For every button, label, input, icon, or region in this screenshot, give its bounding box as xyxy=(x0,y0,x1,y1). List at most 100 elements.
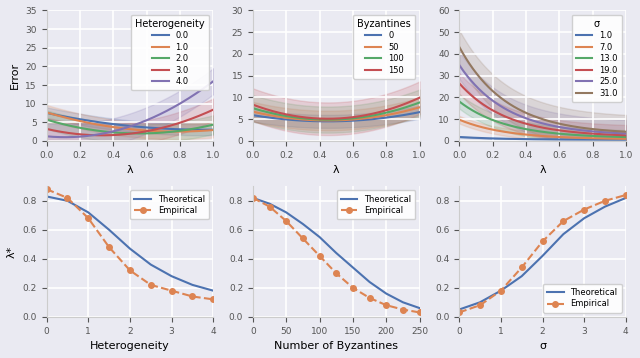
3.0 xyxy=(44,127,51,131)
0.0 xyxy=(141,125,149,130)
Line: 0.0: 0.0 xyxy=(47,113,213,130)
7.0 xyxy=(456,118,463,122)
Theoretical xyxy=(209,289,217,293)
Empirical xyxy=(416,310,424,315)
Theoretical xyxy=(266,202,273,206)
1.0 xyxy=(209,128,217,132)
Theoretical xyxy=(147,262,155,267)
Theoretical xyxy=(455,308,463,312)
Line: 100: 100 xyxy=(253,102,420,120)
50 xyxy=(351,117,359,121)
0 xyxy=(351,118,359,123)
31.0 xyxy=(554,121,562,126)
2.0 xyxy=(145,131,153,135)
Theoretical xyxy=(249,196,257,200)
Empirical xyxy=(580,207,588,212)
4.0 xyxy=(61,135,69,139)
31.0 xyxy=(557,122,565,126)
100 xyxy=(249,106,257,110)
Legend: 1.0, 7.0, 13.0, 19.0, 25.0, 31.0: 1.0, 7.0, 13.0, 19.0, 25.0, 31.0 xyxy=(572,15,621,102)
Theoretical xyxy=(105,228,113,232)
Line: 1.0: 1.0 xyxy=(459,137,626,140)
Line: 4.0: 4.0 xyxy=(47,81,213,137)
13.0 xyxy=(455,99,463,103)
Empirical xyxy=(497,289,505,293)
Empirical xyxy=(316,254,323,258)
X-axis label: σ: σ xyxy=(539,341,546,351)
Empirical xyxy=(539,239,547,243)
Line: Theoretical: Theoretical xyxy=(459,198,626,310)
Y-axis label: λ*: λ* xyxy=(7,246,17,258)
0.0 xyxy=(44,111,51,115)
19.0 xyxy=(456,82,463,86)
Theoretical xyxy=(518,274,525,278)
Line: 7.0: 7.0 xyxy=(459,120,626,139)
1.0 xyxy=(557,137,565,142)
Y-axis label: Error: Error xyxy=(10,62,20,89)
31.0 xyxy=(607,129,614,133)
50 xyxy=(348,117,356,122)
7.0 xyxy=(554,135,562,139)
Empirical xyxy=(559,219,567,223)
19.0 xyxy=(596,132,604,136)
100 xyxy=(324,117,332,122)
Line: 19.0: 19.0 xyxy=(459,83,626,135)
1.0 xyxy=(195,129,202,133)
1.0 xyxy=(456,135,463,139)
3.0 xyxy=(145,129,153,133)
4.0 xyxy=(184,97,191,101)
Legend: Theoretical, Empirical: Theoretical, Empirical xyxy=(337,190,415,219)
Theoretical xyxy=(282,210,290,214)
100 xyxy=(401,106,408,110)
Theoretical xyxy=(316,235,323,239)
Legend: 0, 50, 100, 150: 0, 50, 100, 150 xyxy=(353,15,415,79)
Line: 25.0: 25.0 xyxy=(459,65,626,134)
150 xyxy=(249,102,257,107)
2.0 xyxy=(44,118,51,122)
Line: 150: 150 xyxy=(253,98,420,119)
50 xyxy=(250,110,257,114)
25.0 xyxy=(607,131,614,135)
0 xyxy=(348,118,356,123)
Theoretical xyxy=(365,280,373,284)
13.0 xyxy=(456,100,463,104)
0.0 xyxy=(194,127,202,132)
0.0 xyxy=(43,111,51,115)
X-axis label: Number of Byzantines: Number of Byzantines xyxy=(274,341,398,351)
Empirical xyxy=(249,196,257,200)
Empirical xyxy=(299,236,307,241)
1.0 xyxy=(555,137,563,142)
2.0 xyxy=(195,126,202,130)
0 xyxy=(349,118,356,123)
Line: Empirical: Empirical xyxy=(250,195,422,315)
Empirical xyxy=(147,283,155,287)
Empirical xyxy=(332,271,340,275)
1.0 xyxy=(596,137,604,142)
50 xyxy=(390,111,398,116)
Theoretical xyxy=(349,265,356,270)
Empirical xyxy=(84,216,92,220)
Empirical xyxy=(282,219,290,223)
Line: 1.0: 1.0 xyxy=(47,112,213,132)
3.0 xyxy=(195,114,202,118)
Legend: Theoretical, Empirical: Theoretical, Empirical xyxy=(131,190,209,219)
0.0 xyxy=(183,127,191,132)
13.0 xyxy=(557,132,565,136)
25.0 xyxy=(555,125,563,129)
Empirical xyxy=(43,187,51,192)
25.0 xyxy=(557,125,565,130)
Theoretical xyxy=(580,216,588,220)
2.0 xyxy=(184,127,191,132)
7.0 xyxy=(455,117,463,122)
Empirical xyxy=(126,268,134,272)
0.0 xyxy=(201,127,209,132)
X-axis label: λ: λ xyxy=(540,165,546,175)
13.0 xyxy=(555,131,563,136)
Line: Empirical: Empirical xyxy=(456,192,628,315)
0.0 xyxy=(142,125,150,130)
1.0 xyxy=(145,129,152,133)
150 xyxy=(250,103,257,107)
100 xyxy=(416,100,424,105)
19.0 xyxy=(555,128,563,132)
25.0 xyxy=(596,130,604,134)
